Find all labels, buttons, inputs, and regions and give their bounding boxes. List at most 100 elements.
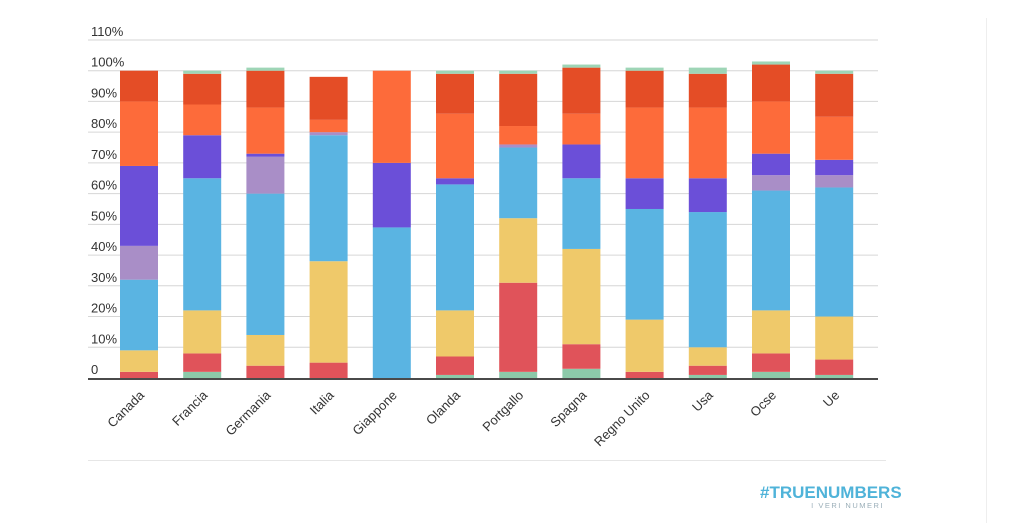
bar-segment xyxy=(752,310,790,354)
y-tick-label: 90% xyxy=(91,85,117,100)
bar-segment xyxy=(625,319,664,372)
bar-segment xyxy=(436,374,474,378)
bar-segment xyxy=(246,156,285,194)
bar-segment xyxy=(688,73,727,108)
bar-segment xyxy=(246,193,285,335)
x-category-label: Usa xyxy=(689,387,716,414)
x-category-label: Germania xyxy=(223,387,275,439)
bar-segment xyxy=(815,73,854,117)
bar-segment xyxy=(309,362,348,378)
bar-segment xyxy=(120,245,158,280)
bar-segment xyxy=(752,64,790,102)
bar-segment xyxy=(499,218,538,283)
bar-segment xyxy=(309,119,348,133)
bar-segment xyxy=(562,248,601,345)
bar-segment xyxy=(499,371,538,378)
bar-segment xyxy=(183,371,222,378)
bar-segment xyxy=(183,73,222,105)
logo-text: #TRUENUMBERS xyxy=(760,483,902,502)
bar-segment xyxy=(183,310,222,354)
bar-segment xyxy=(436,184,474,311)
bar-segment xyxy=(752,190,790,311)
y-tick-label: 60% xyxy=(91,178,117,193)
bar-segment xyxy=(499,144,538,148)
bar-segment xyxy=(183,104,222,136)
bar-segment xyxy=(752,61,790,65)
bar-segment xyxy=(815,70,854,74)
bar-segment xyxy=(815,359,854,375)
bar-segment xyxy=(815,187,854,317)
y-tick-label: 50% xyxy=(91,208,117,223)
bar-segment xyxy=(436,356,474,375)
x-category-label: Portgallo xyxy=(479,388,526,435)
bar-segment xyxy=(562,178,601,249)
bar-segment xyxy=(372,162,411,228)
bar-segment xyxy=(499,282,538,372)
bar-segment xyxy=(309,261,348,363)
y-tick-label: 40% xyxy=(91,239,117,254)
bar-segments xyxy=(120,61,854,378)
bar-segment xyxy=(120,279,158,351)
bar-segment xyxy=(246,107,285,154)
y-tick-label: 100% xyxy=(91,55,125,70)
bar-segment xyxy=(436,310,474,357)
y-tick-label: 10% xyxy=(91,331,117,346)
bar-segment xyxy=(436,113,474,179)
bar-segment xyxy=(815,175,854,188)
bar-segment xyxy=(562,64,601,68)
bar-segment xyxy=(499,147,538,219)
y-tick-label: 110% xyxy=(91,24,124,39)
bar-segment xyxy=(688,365,727,375)
bar-segment xyxy=(436,73,474,114)
bar-segment xyxy=(688,347,727,366)
truenumbers-logo: #TRUENUMBERS I VERI NUMERI xyxy=(760,483,902,510)
x-category-label: Canada xyxy=(104,387,147,430)
x-category-label: Giappone xyxy=(349,388,399,438)
bar-segment xyxy=(625,208,664,320)
bar-segment xyxy=(562,144,601,179)
y-tick-label: 0 xyxy=(91,362,98,377)
bar-segment xyxy=(246,153,285,157)
bar-segment xyxy=(625,70,664,108)
bar-segment xyxy=(499,126,538,145)
bar-segment xyxy=(625,178,664,209)
bar-segment xyxy=(815,374,854,378)
x-axis-category-labels: Canada Francia Germania Italia Giappone Oland… xyxy=(104,387,842,449)
bar-segment xyxy=(752,101,790,154)
bar-segment xyxy=(183,70,222,74)
bar-segment xyxy=(499,70,538,74)
bar-segment xyxy=(562,368,601,378)
x-category-label: Italia xyxy=(307,387,338,418)
bar-segment xyxy=(625,67,664,71)
bar-segment xyxy=(752,153,790,176)
bar-segment xyxy=(625,371,664,378)
bar-segment xyxy=(183,178,222,311)
bar-segment xyxy=(688,374,727,378)
bar-segment xyxy=(562,113,601,145)
x-category-label: Spagna xyxy=(547,387,590,430)
bar-segment xyxy=(688,212,727,348)
bar-segment xyxy=(562,344,601,369)
bar-segment xyxy=(246,67,285,71)
y-tick-label: 70% xyxy=(91,147,117,162)
x-category-label: Ue xyxy=(820,388,842,410)
bar-segment xyxy=(499,73,538,127)
bar-segment xyxy=(815,316,854,360)
bar-segment xyxy=(120,70,158,102)
logo-subtext: I VERI NUMERI xyxy=(811,501,884,510)
bar-segment xyxy=(688,107,727,179)
y-axis-tick-labels: 0 10% 20% 30% 40% 50% 60% 70% 80% 90% 100% 110% xyxy=(91,24,125,377)
bar-segment xyxy=(752,353,790,372)
bar-segment xyxy=(120,371,158,378)
x-category-label: Ocse xyxy=(747,388,779,420)
bar-segment xyxy=(372,227,411,378)
bar-segment xyxy=(372,70,411,163)
bar-segment xyxy=(309,135,348,262)
bar-segment xyxy=(562,67,601,114)
bar-segment xyxy=(436,70,474,74)
bar-segment xyxy=(120,165,158,246)
bar-segment xyxy=(309,132,348,136)
bar-segment xyxy=(436,178,474,185)
x-category-label: Francia xyxy=(169,387,211,429)
